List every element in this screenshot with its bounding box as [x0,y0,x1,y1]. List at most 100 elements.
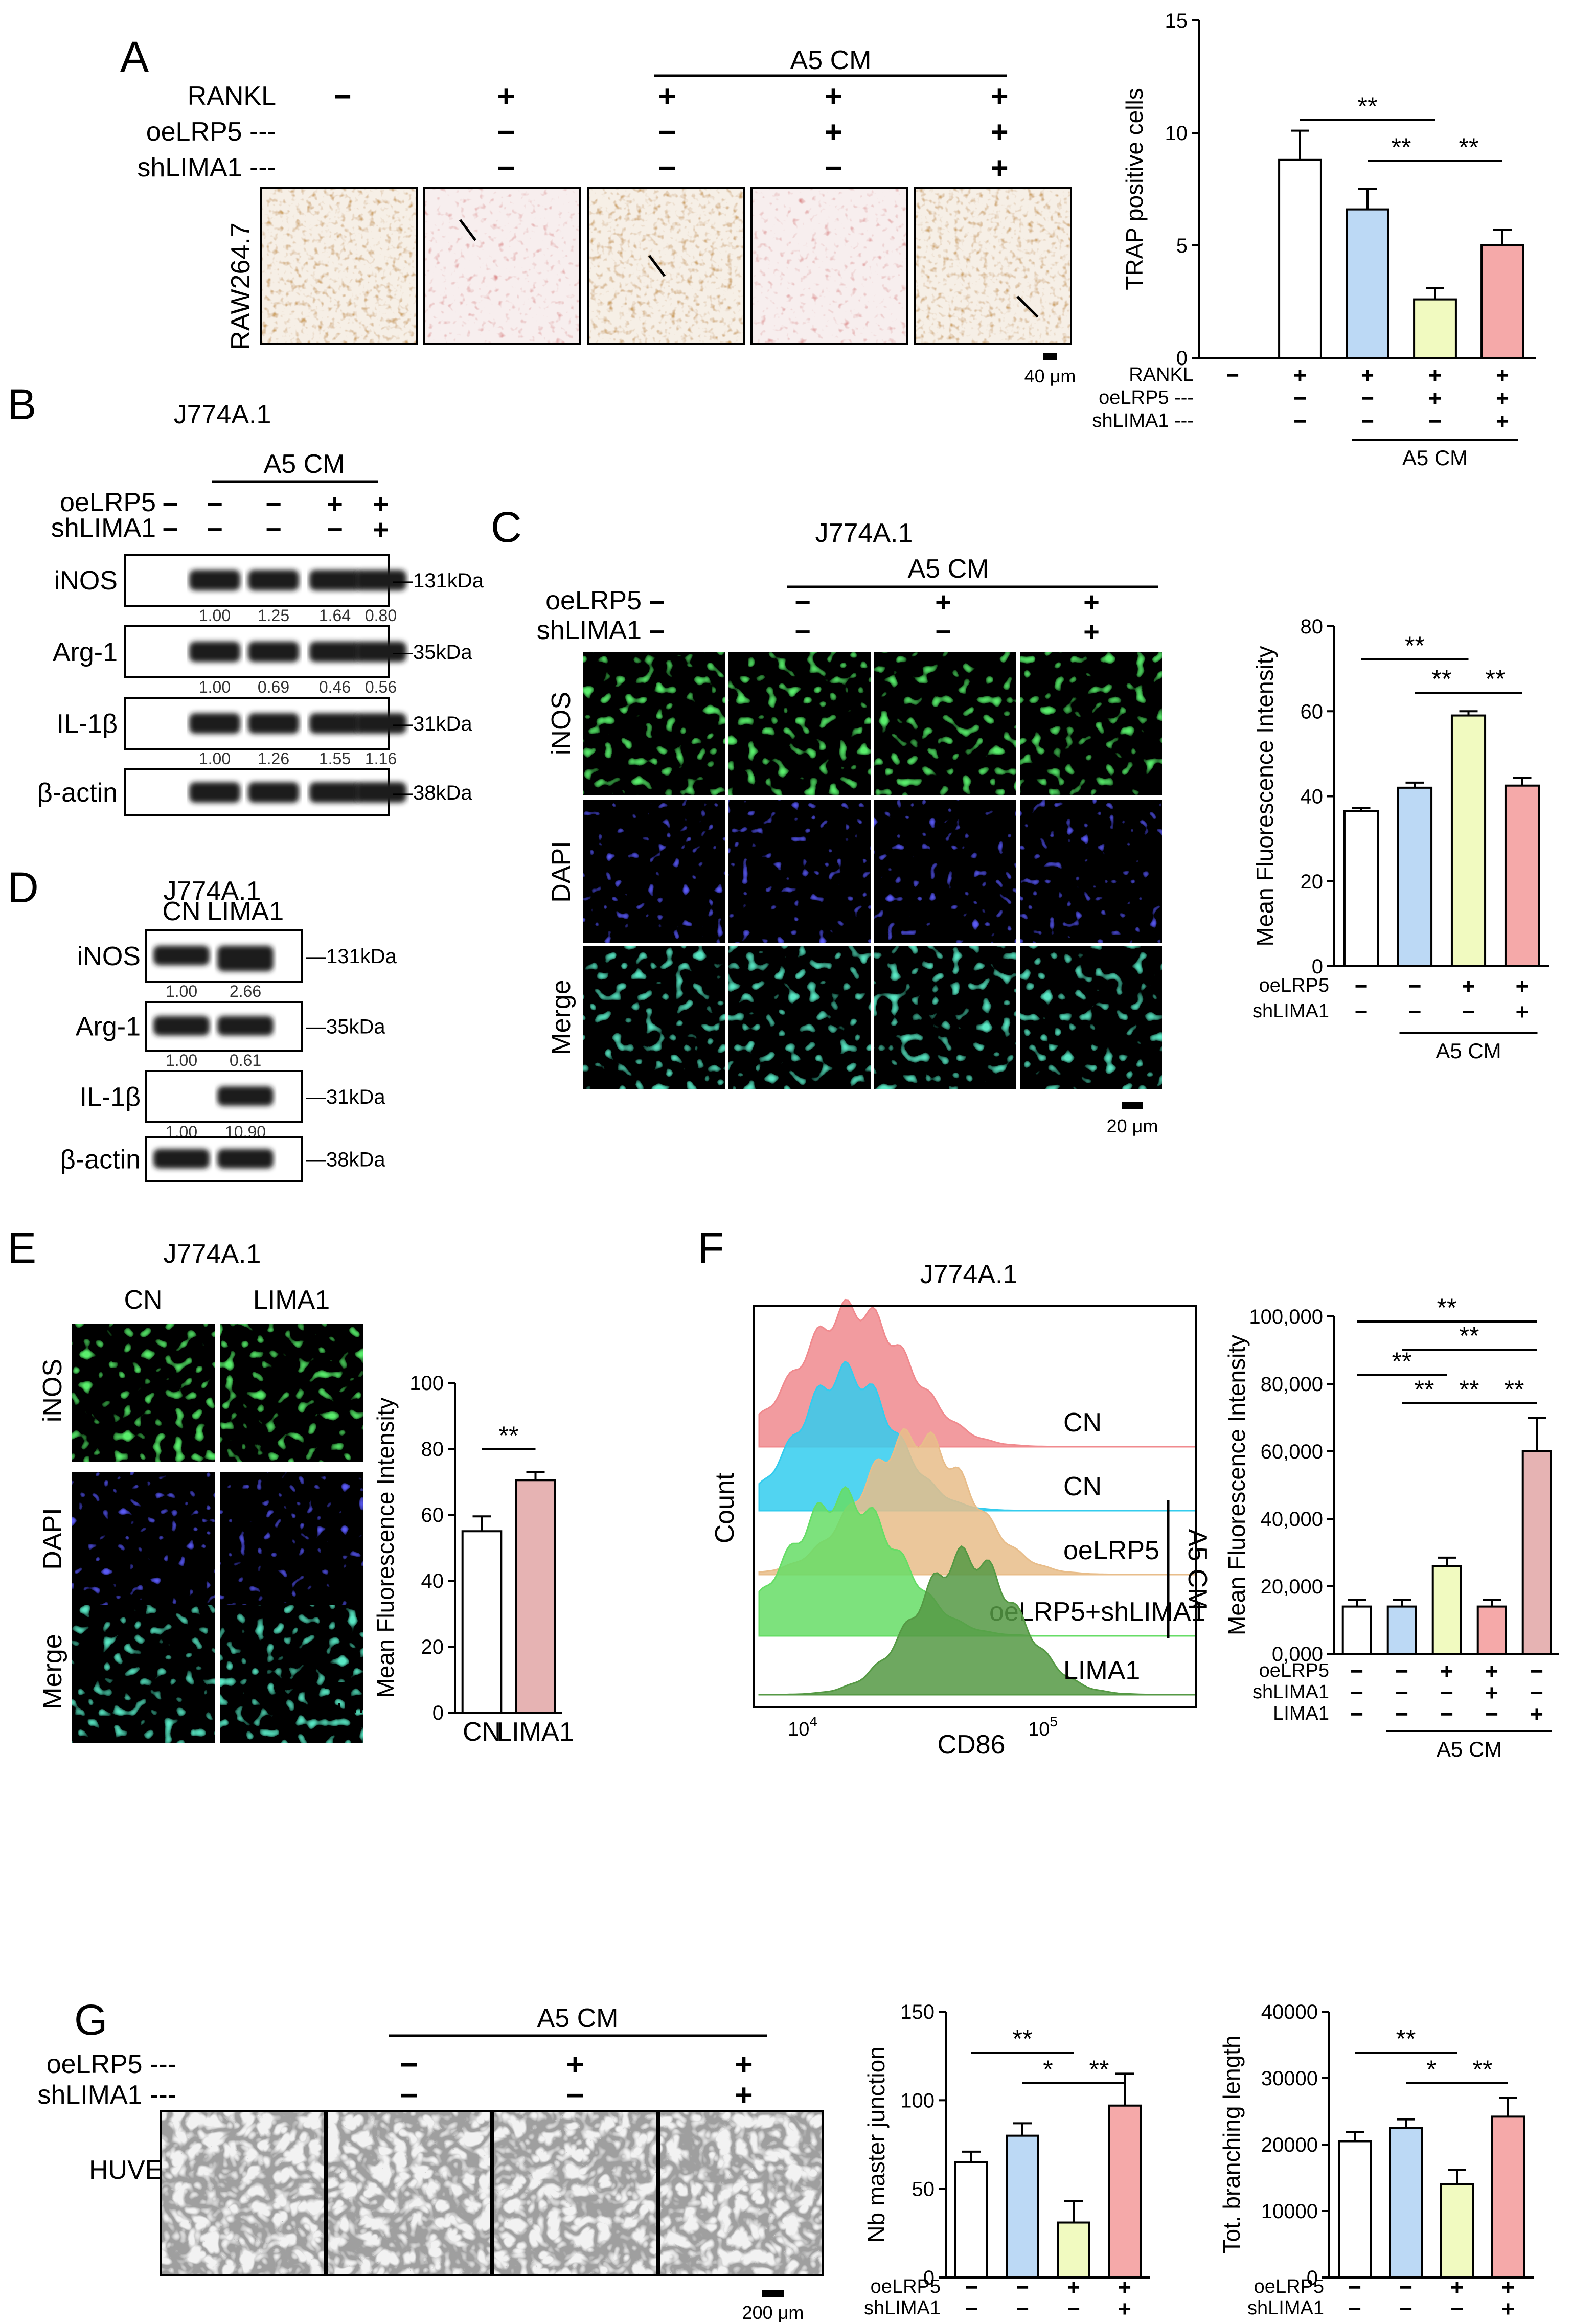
significance-label: ** [1460,1375,1479,1404]
plus-sign: + [990,115,1008,149]
panel-e: E J774A.1 CN LIMA1 iNOS DAPI Merge 20 μm [8,1224,363,1743]
y-tick-label: 30000 [1261,2067,1318,2090]
fluorescence-images: iNOS DAPI Merge [546,652,1162,1089]
fluorescence-image [1020,800,1162,943]
minus-sign: − [658,151,676,185]
minus-sign: − [333,79,351,113]
y-tick-label: 0 [432,1702,444,1724]
trace-label: CN [1063,1408,1102,1438]
group-label: A5 CM [1437,1737,1502,1761]
significance-label: ** [1460,1322,1479,1350]
significance-label: * [1426,2055,1436,2084]
x-axis-label: CD86 [938,1730,1006,1760]
x-tick-label: CN [463,1717,501,1747]
condition-row-label: shLIMA1 [1252,1000,1329,1022]
blot-band [309,642,360,662]
plus-sign: + [1083,587,1100,618]
protein-label: β-actin [60,1145,141,1175]
image-border [160,2110,326,2276]
histogram-trace [758,1360,1196,1512]
minus-sign: − [1395,1702,1408,1727]
y-tick-label: 40 [1301,786,1324,808]
histogram-trace [758,1545,1196,1696]
fluorescence-image [72,1472,215,1610]
trap-image [751,188,907,344]
significance-label: ** [1392,133,1411,162]
y-tick-label: 15 [1165,10,1188,32]
y-tick-label: 100 [409,1372,444,1395]
image-border [914,187,1072,345]
trap-image [588,188,744,344]
y-axis-label: Count [710,1472,740,1543]
protein-label: Arg-1 [76,1012,141,1042]
y-tick-label: 40000 [1261,2001,1318,2023]
plus-sign: + [373,489,389,519]
fluorescence-image [220,1605,363,1743]
minus-sign: − [1348,2275,1361,2300]
bar [1450,714,1487,967]
significance-label: ** [1459,133,1479,162]
plus-sign: + [735,2078,753,2112]
fluorescence-image [72,1605,215,1743]
fluorescence-image [220,1472,363,1610]
minus-sign: − [400,2078,418,2112]
minus-sign: − [1485,1702,1498,1727]
y-axis-label: Mean Fluorescence Intensity [1251,646,1278,946]
minus-sign: − [207,489,223,519]
minus-sign: − [497,151,515,185]
panel-f: F J774A.1 CNCNoeLRP5oeLRP5+shLIMA1LIMA1C… [698,1224,1212,1760]
minus-sign: − [327,514,343,545]
significance-label: ** [1437,1293,1457,1322]
panel-letter-g: G [74,1996,107,2044]
plus-sign: + [1118,2296,1131,2321]
minus-sign: − [1408,974,1422,999]
chart-f-mean-fluorescence: 0,000 20,000 40,000 60,000 80,000 100,000 Mean… [1223,1293,1559,1761]
minus-sign: − [649,587,665,618]
condition-row-label: RANKL [1129,364,1194,385]
image-border [587,187,745,345]
y-tick-label: 80,000 [1261,1373,1323,1396]
arrow-icon [459,219,476,241]
trace-label: oeLRP5 [1063,1536,1159,1565]
plus-sign: + [1293,363,1307,388]
fluorescence-image [1020,652,1162,795]
minus-sign: − [265,489,282,519]
image-border [750,187,908,345]
plus-sign: + [1361,363,1374,388]
y-tick-label: 10000 [1261,2200,1318,2223]
quant-value: 1.00 [199,749,231,768]
group-label-a5cm: A5 CM [264,449,345,479]
quant-value: 1.00 [166,982,197,1000]
bar [1397,786,1433,967]
panel-letter-e: E [8,1224,36,1272]
plus-sign: + [1530,1702,1543,1727]
quant-value: 1.00 [199,678,231,696]
row-label: oeLRP5 [60,488,156,517]
western-blots: CN LIMA1 iNOS —131kDa 1.00 2.66 Arg-1 —35kDa 1.0… [60,897,397,1182]
plus-sign: + [658,79,676,113]
fluorescence-image [728,946,871,1089]
scale-bar [762,2290,784,2297]
bar [1476,1605,1507,1655]
minus-sign: − [965,2296,978,2321]
arrow-icon [1016,295,1039,318]
fluorescence-image [583,946,725,1089]
plus-sign: + [1501,2275,1515,2300]
kda-label: —38kDa [393,782,472,804]
cell-line-label: RAW264.7 [226,222,256,350]
plus-sign: + [1083,617,1100,647]
minus-sign: − [1293,409,1307,434]
bar [1278,158,1322,359]
y-tick-label: 20 [1301,871,1324,893]
bar [1504,784,1540,967]
row-label: oeLRP5 --- [47,2049,176,2079]
plus-sign: + [497,79,515,113]
kda-label: —35kDa [306,1016,385,1038]
y-tick-label: 60,000 [1261,1441,1323,1463]
y-axis-label: TRAP positive cells [1121,88,1148,290]
minus-sign: − [1350,1680,1363,1705]
panel-letter-a: A [120,33,149,81]
